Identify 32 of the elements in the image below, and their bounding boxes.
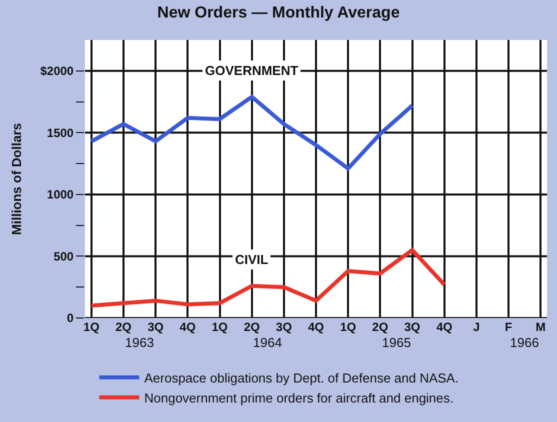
x-tick-label: 4Q — [180, 320, 196, 334]
legend-label: Aerospace obligations by Dept. of Defense and NASA. — [144, 370, 459, 386]
y-tick-label: 1000 — [46, 188, 74, 202]
legend-label: Nongovernment prime orders for aircraft and engines. — [144, 390, 454, 406]
x-tick-label: 2Q — [372, 320, 388, 334]
line-series — [89, 94, 414, 170]
text: 1964 — [253, 335, 282, 350]
x-tick-label: 3Q — [276, 320, 292, 334]
x-tick-label: 1Q — [212, 320, 228, 334]
y-axis-title: Millions of Dollars — [9, 123, 24, 235]
x-tick-label: F — [504, 320, 512, 334]
x-tick-label: 3Q — [148, 320, 164, 334]
text: 1966 — [510, 335, 539, 350]
x-tick-label: 2Q — [115, 320, 132, 334]
y-tick-label: 0 — [66, 311, 74, 326]
x-tick-label: 2Q — [244, 320, 260, 334]
annotation: CIVIL — [235, 252, 268, 267]
x-tick-label: 4Q — [436, 320, 452, 334]
y-tick-label: $2000 — [40, 64, 74, 78]
x-tick-label: 1Q — [340, 320, 356, 334]
chart-title: New Orders — Monthly Average — [157, 4, 400, 22]
x-tick-label: 1Q — [83, 320, 100, 334]
text: 1965 — [382, 335, 411, 350]
x-tick-label: 3Q — [404, 320, 420, 334]
text: 1963 — [125, 335, 154, 350]
x-tick-label: 4Q — [308, 320, 324, 334]
line-series — [89, 248, 446, 308]
y-tick-label: 500 — [54, 249, 74, 264]
x-tick-label: M — [536, 320, 546, 334]
annotation: GOVERNMENT — [205, 63, 298, 78]
x-tick-label: J — [473, 320, 480, 334]
y-tick-label: 1500 — [46, 126, 74, 140]
